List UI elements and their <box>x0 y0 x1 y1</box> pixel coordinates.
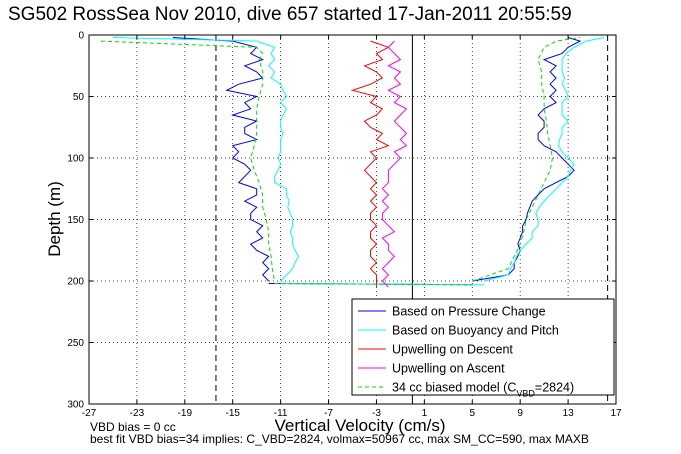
series-based-on-pressure-change-descent <box>172 37 270 282</box>
series-layer <box>100 37 605 288</box>
y-tick-label: 100 <box>67 154 84 165</box>
series-upwelling-on-descent <box>350 40 390 288</box>
x-tick-label: -15 <box>226 408 241 419</box>
y-tick-label: 150 <box>67 215 84 226</box>
x-tick-label: 9 <box>517 408 523 419</box>
legend-box <box>351 298 615 396</box>
legend-entry: Based on Buoyancy and Pitch <box>392 324 559 338</box>
x-tick-label: -7 <box>324 408 333 419</box>
legend-entry: Upwelling on Ascent <box>392 362 505 376</box>
x-tick-label: -23 <box>130 408 145 419</box>
x-tick-label: -27 <box>82 408 97 419</box>
x-tick-label: 1 <box>422 408 428 419</box>
legend-suffix: =2824) <box>535 381 574 395</box>
legend-entry: Based on Pressure Change <box>392 305 546 319</box>
y-tick-label: 200 <box>67 277 84 288</box>
y-tick-label: 300 <box>67 400 84 411</box>
footer-best-fit: best fit VBD bias=34 implies: C_VBD=2824… <box>90 432 589 446</box>
series-34-cc-biased-model-cvbd-2824-ascent <box>472 37 581 282</box>
x-tick-label: -11 <box>274 408 288 419</box>
legend: Based on Pressure Change Based on Buoyanc… <box>351 298 615 399</box>
legend-entry: 34 cc biased model (CVBD=2824) <box>392 381 574 399</box>
legend-entry: Upwelling on Descent <box>392 343 513 357</box>
x-tick-label: -19 <box>178 408 193 419</box>
x-tick-label: -3 <box>372 408 381 419</box>
axis-ticks: -27 -23 -19 -15 -11 -7 -3 1 5 9 13 17 0 50 100 150 200 25… <box>67 31 622 420</box>
y-tick-label: 250 <box>67 338 84 349</box>
x-tick-label: 13 <box>563 408 575 419</box>
series-34-cc-biased-model-cvbd-2824-turn <box>274 283 473 286</box>
series-based-on-buoyancy-and-pitch-ascent <box>484 37 605 282</box>
series-upwelling-on-ascent <box>381 40 408 288</box>
y-tick-label: 50 <box>73 92 85 103</box>
x-tick-label: 5 <box>469 408 475 419</box>
y-tick-label: 0 <box>78 31 84 42</box>
series-34-cc-biased-model-cvbd-2824-descent <box>100 40 276 282</box>
footer-vbd-bias: VBD bias = 0 cc <box>90 420 176 434</box>
series-based-on-buoyancy-and-pitch-descent <box>112 37 300 282</box>
legend-subscript: VBD <box>516 389 535 399</box>
chart-title: SG502 RossSea Nov 2010, dive 657 started… <box>8 4 572 25</box>
x-axis-label: Vertical Velocity (cm/s) <box>275 416 446 435</box>
series-based-on-pressure-change-ascent <box>472 37 582 282</box>
y-axis-label: Depth (m) <box>45 181 64 257</box>
x-tick-label: 17 <box>610 408 622 419</box>
